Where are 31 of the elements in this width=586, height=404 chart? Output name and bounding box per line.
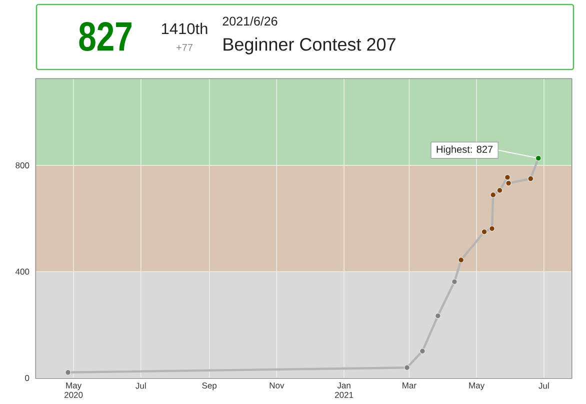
point	[504, 174, 511, 180]
point	[490, 192, 496, 198]
x-tick-label: Jul	[538, 382, 549, 389]
point	[458, 256, 464, 264]
point	[481, 228, 488, 235]
point	[451, 278, 458, 285]
text: +77	[176, 44, 192, 51]
x-tick-label: Nov	[270, 382, 284, 388]
point	[404, 364, 410, 371]
x-tick-label: Jul	[136, 382, 146, 389]
point	[496, 187, 503, 194]
text: 827	[79, 22, 132, 52]
point	[64, 369, 72, 376]
point	[488, 226, 496, 232]
y-tick-label: 400	[15, 268, 30, 275]
point	[434, 312, 441, 319]
chart-title: Beginner Contest 207	[224, 38, 396, 54]
x-tick-label: Sep	[202, 382, 217, 390]
point	[419, 348, 426, 354]
chart-subtitle: 2021/6/26	[222, 16, 278, 26]
point	[535, 155, 542, 162]
annotation: Highest: 827	[436, 146, 493, 155]
x-tick-label: May	[469, 382, 485, 390]
point	[528, 176, 534, 182]
text: 1410th	[162, 22, 208, 34]
y-tick-label: 0	[25, 374, 30, 381]
x-tick-label: Jan 2021	[335, 382, 354, 398]
x-tick-label: Mar	[402, 382, 416, 388]
y-tick-label: 800	[16, 162, 30, 168]
x-tick-label: May 2020	[64, 382, 83, 398]
point	[506, 180, 512, 186]
